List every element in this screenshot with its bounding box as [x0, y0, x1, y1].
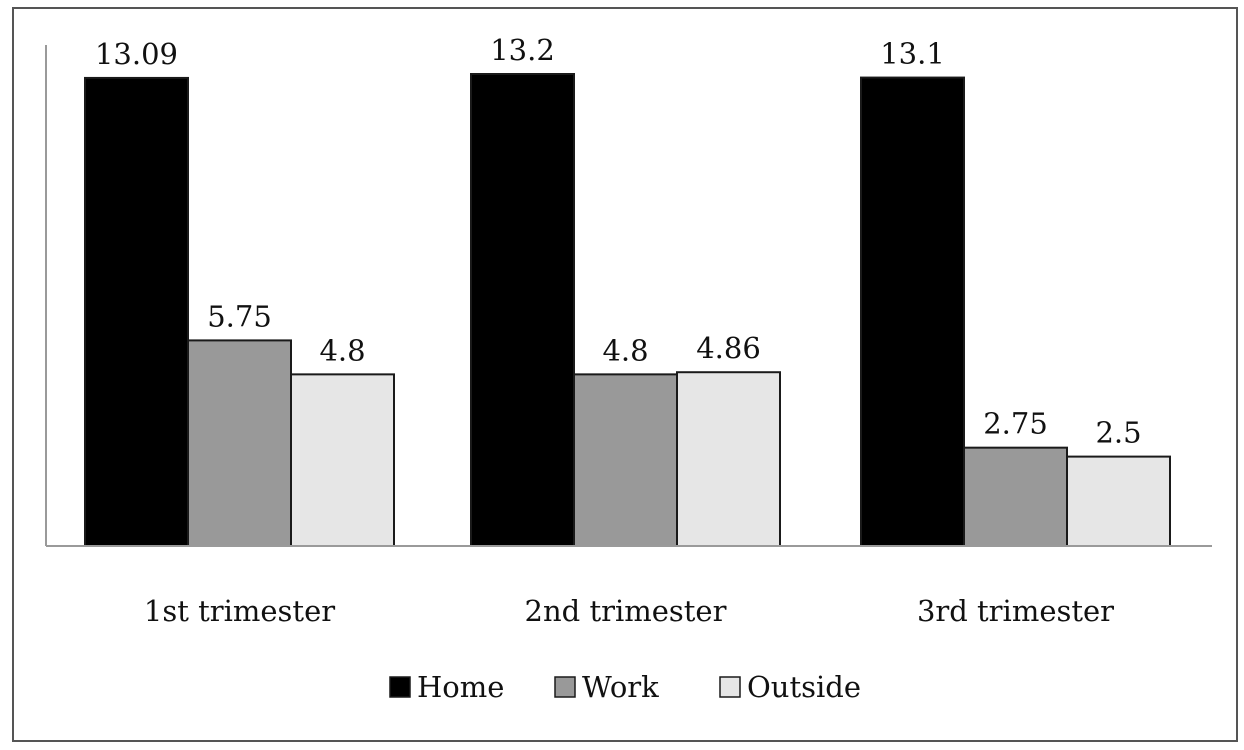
data-label-outside-2nd-trimester: 4.86: [696, 331, 761, 365]
legend-label-outside: Outside: [747, 670, 861, 704]
bars-layer: [84, 73, 1171, 548]
bar-chart: 13.09 5.75 4.8 13.2 4.8 4.86 13.1 2.75 2.5 1st t…: [45, 33, 1212, 704]
legend-swatch-work: [554, 676, 576, 698]
legend-item-outside: Outside: [719, 670, 861, 704]
legend-swatch-outside: [719, 676, 741, 698]
data-label-work-2nd-trimester: 4.8: [602, 333, 648, 367]
legend-item-work: Work: [554, 670, 659, 704]
bar-outside-2nd-trimester: [676, 371, 781, 547]
data-label-work-1st-trimester: 5.75: [207, 299, 272, 333]
data-label-home-2nd-trimester: 13.2: [490, 33, 555, 67]
data-label-home-1st-trimester: 13.09: [95, 37, 178, 71]
data-label-home-3rd-trimester: 13.1: [880, 37, 945, 71]
data-label-work-3rd-trimester: 2.75: [983, 407, 1048, 441]
x-tick-label-1st-trimester: 1st trimester: [144, 594, 335, 628]
x-tick-label-3rd-trimester: 3rd trimester: [917, 594, 1114, 628]
axis-layer: 1st trimester 2nd trimester 3rd trimester: [45, 45, 1212, 628]
bar-home-1st-trimester: [84, 76, 189, 548]
data-label-outside-3rd-trimester: 2.5: [1095, 416, 1141, 450]
bar-work-1st-trimester: [187, 339, 292, 548]
legend-item-home: Home: [389, 670, 504, 704]
bar-home-3rd-trimester: [860, 76, 965, 548]
bar-home-2nd-trimester: [470, 73, 575, 547]
bar-work-2nd-trimester: [573, 373, 678, 548]
data-labels-layer: 13.09 5.75 4.8 13.2 4.8 4.86 13.1 2.75 2.5: [95, 33, 1142, 450]
chart-frame: 13.09 5.75 4.8 13.2 4.8 4.86 13.1 2.75 2.5 1st t…: [12, 7, 1238, 742]
legend-label-work: Work: [582, 670, 659, 704]
bar-outside-3rd-trimester: [1066, 455, 1171, 547]
legend-swatch-home: [389, 676, 411, 698]
bar-outside-1st-trimester: [290, 373, 395, 548]
legend-label-home: Home: [417, 670, 504, 704]
x-tick-label-2nd-trimester: 2nd trimester: [525, 594, 727, 628]
bar-work-3rd-trimester: [963, 446, 1068, 547]
legend: Home Work Outside: [389, 670, 861, 704]
data-label-outside-1st-trimester: 4.8: [319, 333, 365, 367]
